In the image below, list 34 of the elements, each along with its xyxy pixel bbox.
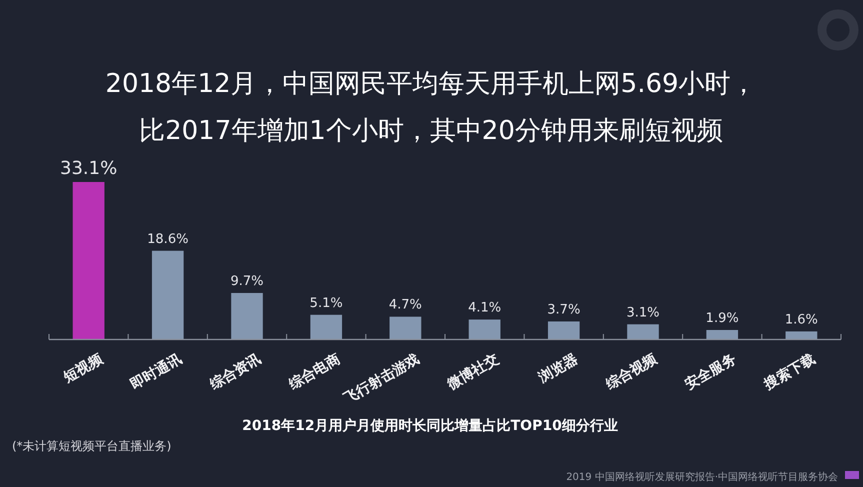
data-label: 1.9% bbox=[706, 310, 739, 326]
data-label: 1.6% bbox=[784, 312, 818, 328]
bar bbox=[468, 320, 500, 339]
x-tick-label: 飞行射击游戏 bbox=[340, 350, 422, 408]
data-label: 5.1% bbox=[310, 296, 343, 311]
x-tick-label: 即时通讯 bbox=[128, 350, 185, 393]
data-label: 33.1% bbox=[60, 158, 118, 179]
bar bbox=[786, 331, 818, 339]
data-label: 3.7% bbox=[547, 302, 580, 318]
x-axis-title: 2018年12月用户月使用时长同比增量占比TOP10细分行业 bbox=[242, 417, 618, 434]
data-label: 4.1% bbox=[468, 300, 502, 316]
x-tick-label: 浏览器 bbox=[534, 350, 581, 386]
bar bbox=[390, 316, 422, 339]
data-label: 18.6% bbox=[147, 232, 188, 247]
x-tick-label: 综合电商 bbox=[285, 350, 343, 394]
x-tick-label: 短视频 bbox=[60, 350, 106, 386]
text: 2019 中国网络视听发展研究报告·中国网络视听节目服务协会 bbox=[566, 471, 838, 483]
x-tick-label: 搜索下载 bbox=[760, 350, 818, 394]
bar bbox=[548, 321, 580, 339]
text: (*未计算短视频平台直播业务) bbox=[12, 439, 172, 453]
x-tick-label: 安全服务 bbox=[682, 350, 739, 393]
x-tick-label: 综合视频 bbox=[602, 350, 661, 394]
data-label: 9.7% bbox=[230, 274, 264, 289]
bar bbox=[231, 292, 263, 339]
x-tick-label: 综合资讯 bbox=[206, 350, 264, 394]
bar bbox=[310, 314, 342, 339]
bar bbox=[152, 250, 184, 339]
bar bbox=[706, 330, 738, 339]
data-label: 4.7% bbox=[388, 298, 422, 313]
chart-title: 2018年12月，中国网民平均每天用手机上网5.69小时，比2017年增加1个小时，其中20分钟用来刷短视频 bbox=[105, 69, 757, 146]
data-label: 3.1% bbox=[626, 305, 660, 320]
bar bbox=[72, 182, 104, 339]
x-tick-label: 微博社交 bbox=[444, 350, 502, 394]
bar bbox=[627, 324, 659, 339]
